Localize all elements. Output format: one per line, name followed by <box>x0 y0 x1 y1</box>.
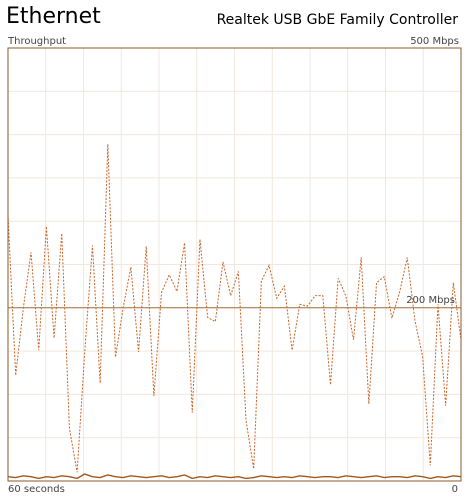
x-end-label: 0 <box>452 484 458 495</box>
y-axis-label: Throughput <box>7 36 66 47</box>
y-tick-label: 500 Mbps <box>410 36 459 47</box>
series-line <box>7 473 462 480</box>
plot <box>7 144 462 480</box>
x-start-label: 60 seconds <box>8 484 65 495</box>
grid <box>8 48 461 481</box>
series-line <box>7 144 462 473</box>
chart-title: Ethernet <box>6 4 101 29</box>
y-tick-label: 200 Mbps <box>406 295 455 306</box>
chart-subtitle: Realtek USB GbE Family Controller <box>217 12 459 28</box>
plot-border <box>7 47 462 482</box>
